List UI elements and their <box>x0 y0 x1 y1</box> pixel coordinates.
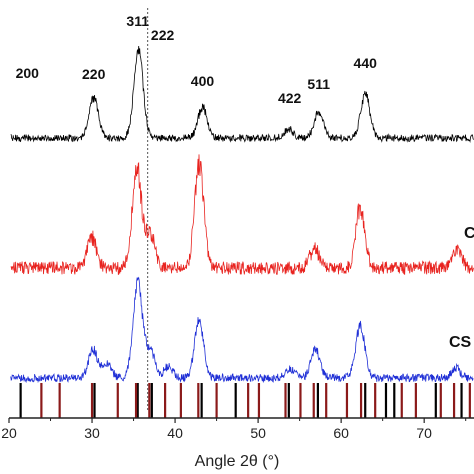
x-axis: 20 30 40 50 60 70 <box>1 417 474 441</box>
series-names: C CS <box>449 225 474 351</box>
x-axis-title: Angle 2θ (°) <box>195 453 280 470</box>
x-tick-label-20: 20 <box>1 425 17 441</box>
x-tick-label-70: 70 <box>416 425 432 441</box>
peak-label-422: 422 <box>278 90 302 106</box>
peak-label-400: 400 <box>191 73 215 89</box>
series-name-2: C <box>464 225 474 242</box>
peak-label-200: 200 <box>16 65 40 81</box>
series-line-1 <box>10 45 474 143</box>
series-line-2 <box>10 154 474 276</box>
x-tick-label-30: 30 <box>84 425 100 441</box>
x-tick-label-40: 40 <box>167 425 183 441</box>
series-line-3 <box>10 276 474 384</box>
peak-label-311: 311 <box>126 13 149 29</box>
peak-label-220: 220 <box>82 66 106 82</box>
peak-label-511: 511 <box>307 76 330 92</box>
peak-label-222: 222 <box>151 27 175 43</box>
x-tick-label-60: 60 <box>333 425 349 441</box>
series-name-3: CS <box>449 334 472 351</box>
reference-bars <box>19 383 471 418</box>
peak-label-440: 440 <box>354 55 378 71</box>
x-tick-label-50: 50 <box>250 425 266 441</box>
series-layer <box>10 45 474 384</box>
